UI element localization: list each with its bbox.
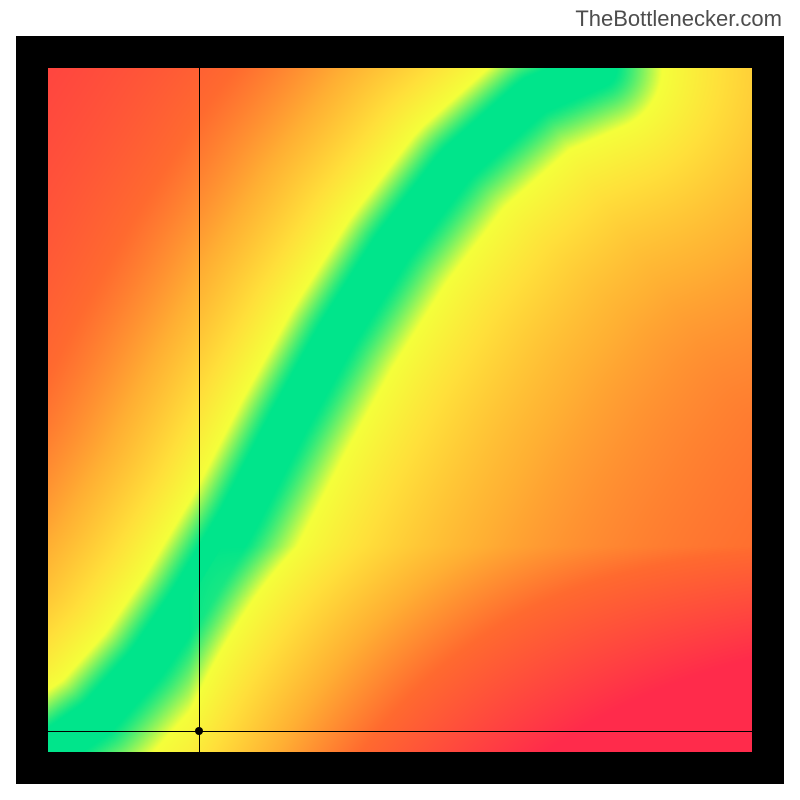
crosshair-horizontal-line	[48, 731, 752, 732]
heatmap-plot-area	[48, 68, 752, 752]
crosshair-marker-dot	[195, 727, 203, 735]
chart-outer-frame	[16, 36, 784, 784]
heatmap-canvas	[48, 68, 752, 752]
crosshair-vertical-line	[199, 68, 200, 752]
watermark-text: TheBottlenecker.com	[575, 6, 782, 32]
